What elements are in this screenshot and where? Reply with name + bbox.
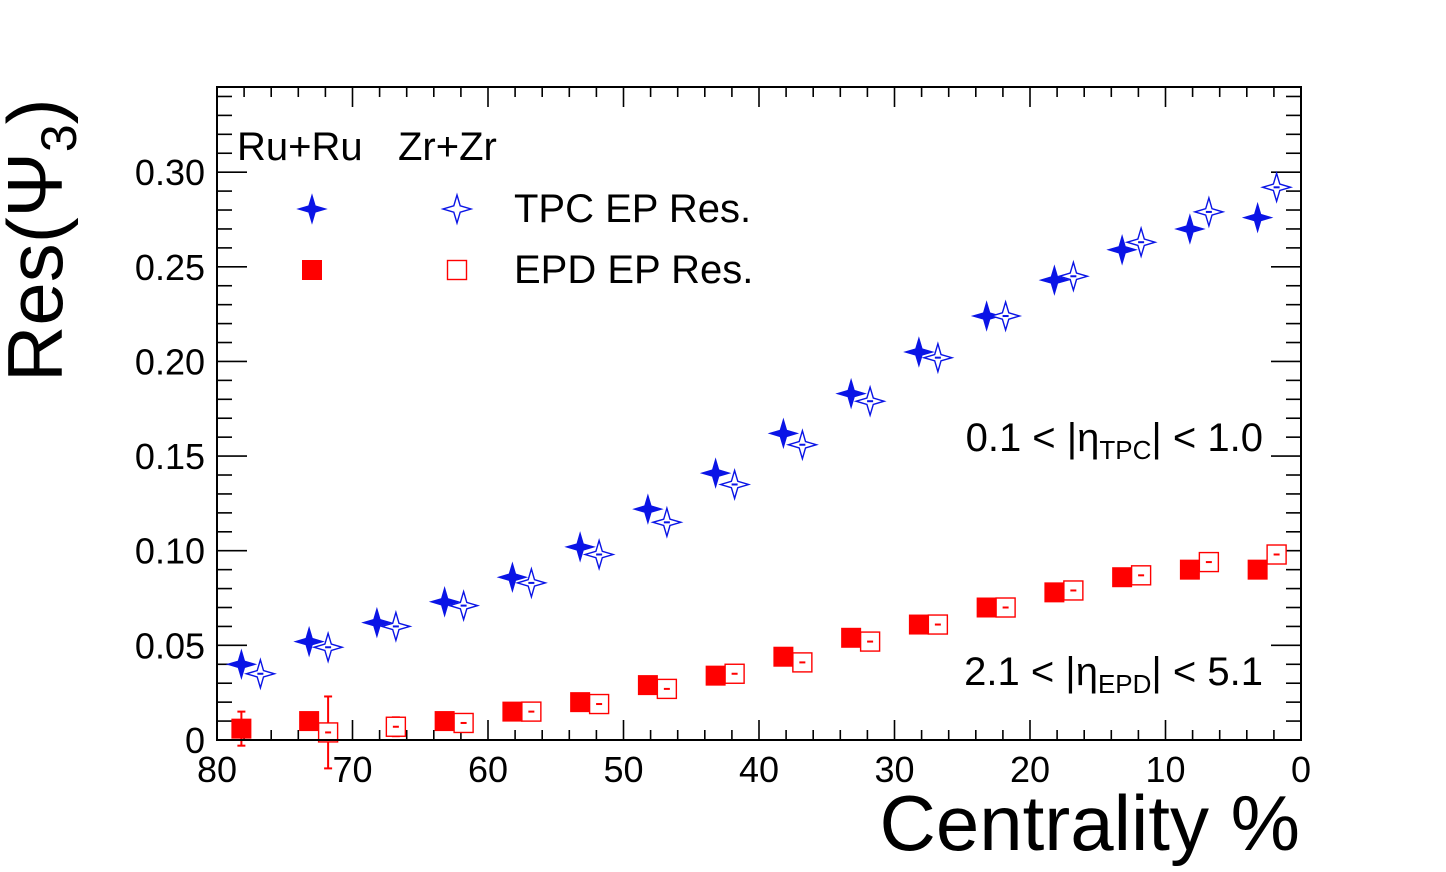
data-point-series-2 xyxy=(1247,559,1268,580)
annotation-tpc-eta-sub: TPC xyxy=(1099,435,1151,465)
data-point-series-0 xyxy=(903,336,935,368)
data-point-series-0 xyxy=(496,561,529,593)
data-point-series-2 xyxy=(773,646,794,667)
data-point-series-2 xyxy=(434,711,455,732)
x-tick-label: 80 xyxy=(197,749,237,790)
data-point-series-2 xyxy=(705,665,726,686)
y-tick-label: 0.25 xyxy=(135,247,205,288)
data-point-series-2 xyxy=(637,675,658,696)
data-point-series-0 xyxy=(1038,264,1071,296)
y-tick-label: 0.05 xyxy=(135,625,205,666)
data-point-series-2 xyxy=(502,701,523,722)
data-point-series-0 xyxy=(361,606,393,639)
data-point-series-0 xyxy=(970,300,1003,332)
legend-header-zr: Zr+Zr xyxy=(398,125,497,169)
annotation-epd-eta-sub: EPD xyxy=(1098,669,1151,699)
data-point-series-2 xyxy=(570,692,591,713)
annotation-epd-eta-prefix: 2.1 < |η xyxy=(964,650,1098,694)
legend-markers xyxy=(296,192,474,281)
data-point-series-0 xyxy=(835,377,867,410)
annotation-epd-eta-suffix: | < 5.1 xyxy=(1151,650,1263,694)
plot-frame xyxy=(216,86,1302,741)
legend-header-ru: Ru+Ru xyxy=(237,125,363,169)
y-axis-title-sub: 3 xyxy=(31,124,87,152)
data-point-series-2 xyxy=(1112,567,1133,588)
legend-marker-ru-tpc xyxy=(296,193,328,225)
x-tick-label: 70 xyxy=(332,749,372,790)
y-tick-label: 0.15 xyxy=(135,436,205,477)
data-point-series-0 xyxy=(1174,213,1206,245)
y-axis-title: Res(Ψ3) xyxy=(0,98,87,382)
legend-marker-zr-tpc xyxy=(440,192,474,226)
y-tick-label: 0.20 xyxy=(135,341,205,382)
x-tick-labels: 80 70 60 50 40 30 20 10 0 xyxy=(197,749,1311,790)
data-point-series-0 xyxy=(1241,201,1274,234)
data-point-series-2 xyxy=(841,627,862,648)
x-tick-label: 20 xyxy=(1010,749,1050,790)
data-point-series-0 xyxy=(428,586,461,618)
y-tick-label: 0.10 xyxy=(135,531,205,572)
x-tick-label: 0 xyxy=(1291,749,1311,790)
data-markers xyxy=(225,170,1294,770)
x-tick-label: 40 xyxy=(739,749,779,790)
legend: Ru+Ru Zr+Zr TPC EP Res. EPD EP Res. xyxy=(237,125,753,292)
data-point-series-2 xyxy=(976,597,997,618)
legend-label-tpc: TPC EP Res. xyxy=(514,187,751,231)
data-point-series-2 xyxy=(908,614,929,635)
data-point-series-0 xyxy=(632,493,664,525)
annotation-tpc-eta-prefix: 0.1 < |η xyxy=(966,416,1100,460)
x-tick-label: 50 xyxy=(603,749,643,790)
data-point-series-0 xyxy=(767,417,800,450)
x-axis-title: Centrality % xyxy=(880,779,1300,867)
data-point-series-0 xyxy=(225,648,258,681)
data-point-series-0 xyxy=(293,625,325,658)
y-tick-labels: 0 0.05 0.10 0.15 0.20 0.25 0.30 xyxy=(135,152,205,761)
legend-marker-zr-epd xyxy=(446,259,468,281)
data-point-series-0 xyxy=(564,531,596,563)
x-tick-label: 30 xyxy=(874,749,914,790)
y-tick-label: 0 xyxy=(185,720,205,761)
data-point-series-2 xyxy=(231,718,252,739)
y-axis-title-close: ) xyxy=(0,98,79,124)
tick-marks xyxy=(216,87,1302,741)
data-point-series-2 xyxy=(1044,582,1065,603)
data-point-series-0 xyxy=(1106,234,1138,266)
data-point-series-2 xyxy=(1179,559,1200,580)
annotation-tpc-eta-suffix: | < 1.0 xyxy=(1151,416,1263,460)
legend-label-epd: EPD EP Res. xyxy=(514,248,753,292)
annotation-tpc-eta: 0.1 < |ηTPC| < 1.0 xyxy=(966,416,1263,465)
x-tick-label: 60 xyxy=(468,749,508,790)
legend-marker-ru-epd xyxy=(302,260,322,280)
annotation-epd-eta: 2.1 < |ηEPD| < 5.1 xyxy=(964,650,1263,699)
y-tick-label: 0.30 xyxy=(135,152,205,193)
data-point-series-2 xyxy=(299,711,320,732)
x-tick-label: 10 xyxy=(1145,749,1185,790)
y-axis-title-main: Res(Ψ xyxy=(0,152,79,382)
data-point-series-0 xyxy=(699,457,732,489)
